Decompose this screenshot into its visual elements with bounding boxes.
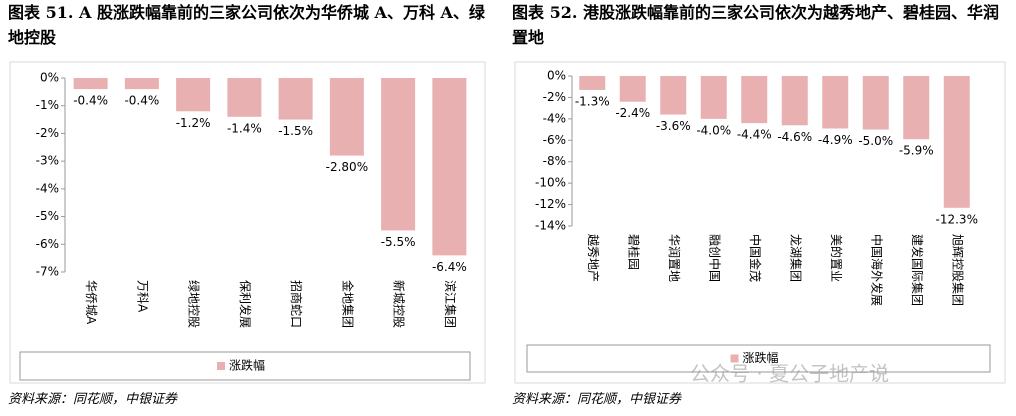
y-tick-label: -6% bbox=[543, 133, 566, 147]
x-tick-label: 新城控股 bbox=[392, 280, 407, 328]
value-label: -5.5% bbox=[381, 235, 416, 249]
value-label: -5.9% bbox=[899, 144, 934, 158]
value-label: -1.2% bbox=[176, 116, 211, 130]
x-tick-label: 华润置地 bbox=[667, 234, 681, 282]
value-label: -4.4% bbox=[737, 128, 772, 142]
value-label: -1.3% bbox=[575, 94, 610, 108]
x-tick-label: 中国海外发展 bbox=[869, 234, 884, 306]
bar bbox=[278, 78, 313, 120]
bar bbox=[781, 76, 808, 126]
legend-frame bbox=[526, 344, 991, 373]
x-tick-label: 美的置业 bbox=[829, 234, 844, 282]
value-label: -6.4% bbox=[432, 260, 467, 274]
legend-swatch bbox=[730, 354, 739, 363]
chart-frame bbox=[514, 61, 1006, 384]
bar bbox=[660, 76, 687, 115]
source-note: 资料来源：同花顺，中银证券 bbox=[512, 392, 682, 407]
bar bbox=[432, 78, 467, 256]
bar bbox=[227, 78, 262, 117]
value-label: -4.9% bbox=[818, 133, 853, 147]
x-tick-label: 越秀地产 bbox=[586, 234, 600, 282]
value-label: -1.5% bbox=[278, 124, 313, 138]
y-tick-label: -5% bbox=[36, 209, 59, 223]
legend-swatch bbox=[217, 362, 225, 370]
bar bbox=[176, 78, 211, 112]
value-label: -12.3% bbox=[936, 212, 978, 226]
bar bbox=[579, 76, 606, 90]
x-tick-label: 万科A bbox=[135, 280, 149, 313]
y-tick-label: -2% bbox=[543, 90, 566, 104]
x-tick-label: 建发国际集团 bbox=[910, 234, 925, 306]
x-tick-label: 旭辉控股集团 bbox=[950, 234, 965, 306]
x-tick-label: 绿地控股 bbox=[187, 280, 202, 328]
value-label: -2.80% bbox=[326, 160, 368, 174]
bar bbox=[124, 78, 159, 90]
value-label: -5.0% bbox=[858, 134, 893, 148]
value-label: -1.4% bbox=[227, 121, 262, 135]
bar bbox=[741, 76, 768, 124]
source-note: 资料来源：同花顺，中银证券 bbox=[8, 392, 178, 407]
x-tick-label: 招商蛇口 bbox=[289, 280, 304, 328]
bar bbox=[73, 78, 108, 90]
value-label: -0.4% bbox=[73, 94, 108, 108]
bar bbox=[862, 76, 889, 130]
x-tick-label: 碧桂园 bbox=[626, 234, 641, 270]
x-tick-label: 中国金茂 bbox=[748, 234, 763, 282]
y-tick-label: -1% bbox=[36, 98, 59, 112]
bar bbox=[619, 76, 646, 102]
y-tick-label: -4% bbox=[543, 111, 566, 125]
bar bbox=[381, 78, 416, 231]
y-tick-label: -14% bbox=[535, 219, 566, 233]
bar bbox=[943, 76, 970, 208]
value-label: -4.0% bbox=[696, 123, 731, 137]
bar bbox=[700, 76, 727, 119]
value-label: -3.6% bbox=[656, 119, 691, 133]
watermark: 公众号 · 夏公子地产说 bbox=[690, 362, 889, 386]
x-tick-label: 滨江集团 bbox=[443, 280, 458, 328]
y-tick-label: -10% bbox=[535, 176, 566, 190]
y-tick-label: -7% bbox=[36, 265, 59, 279]
x-tick-label: 融创中国 bbox=[707, 234, 722, 282]
bar bbox=[822, 76, 849, 129]
y-tick-label: -2% bbox=[36, 126, 59, 140]
y-tick-label: -6% bbox=[36, 237, 59, 251]
x-tick-label: 华侨城A bbox=[84, 280, 98, 325]
y-tick-label: -4% bbox=[36, 181, 59, 195]
x-tick-label: 保利发展 bbox=[238, 280, 253, 328]
y-tick-label: 0% bbox=[40, 71, 59, 85]
legend-label: 涨跌幅 bbox=[229, 358, 265, 373]
value-label: -0.4% bbox=[124, 94, 159, 108]
x-tick-label: 金地集团 bbox=[340, 280, 355, 328]
bar bbox=[903, 76, 930, 140]
bar bbox=[329, 78, 364, 156]
legend-frame bbox=[19, 351, 471, 381]
chart-title: 图表 52. 港股涨跌幅靠前的三家公司依次为越秀地产、碧桂园、华润置地 bbox=[512, 3, 999, 47]
y-tick-label: -3% bbox=[36, 154, 59, 168]
chart-frame bbox=[9, 61, 486, 384]
y-tick-label: -8% bbox=[543, 154, 566, 168]
chart-title: 图表 51. A 股涨跌幅靠前的三家公司依次为华侨城 A、万科 A、绿地控股 bbox=[8, 3, 485, 47]
legend-label: 涨跌幅 bbox=[743, 350, 779, 365]
y-tick-label: 0% bbox=[547, 69, 566, 83]
value-label: -2.4% bbox=[615, 106, 650, 120]
value-label: -4.6% bbox=[777, 130, 812, 144]
x-tick-label: 龙湖集团 bbox=[788, 234, 803, 282]
y-tick-label: -12% bbox=[535, 197, 566, 211]
